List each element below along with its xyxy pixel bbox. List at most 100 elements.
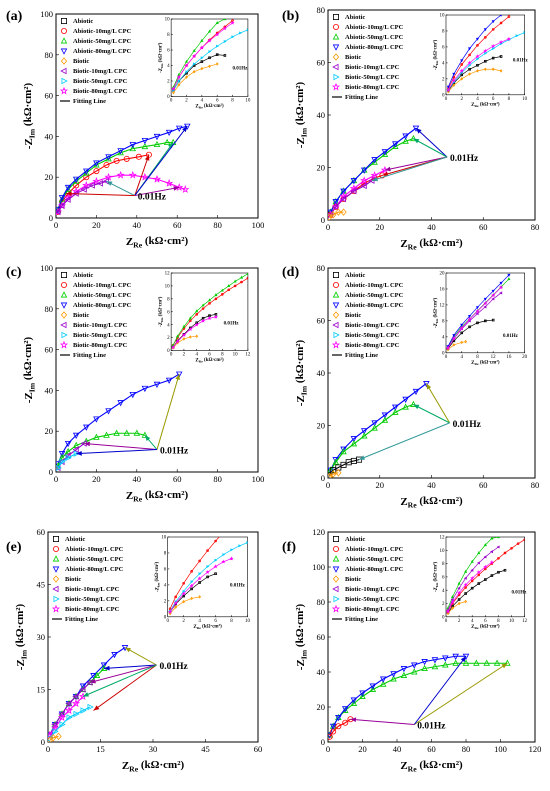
inset-data-point [491,56,495,60]
inset-data-point [185,75,188,79]
main-series-abiotic-80mg-l-cpc [328,125,420,216]
main-data-point [341,706,349,713]
legend-label: Biotic-80mg/L CPC [73,342,128,349]
inset-y-axis-title: -ZIm (kΩ·cm²) [433,561,440,592]
legend-label: Abiotic-50mg/L CPC [73,38,132,45]
inset-data-point [214,293,218,297]
inset-y-tick-label: 4 [167,323,170,328]
main-data-point [350,436,358,443]
main-data-point [462,659,470,666]
panel-label: (d) [282,265,299,280]
inset-fit-line [448,32,525,91]
frequency-arrowhead [350,717,357,723]
inset-data-point [214,558,218,562]
inset-data-point [491,20,495,24]
main-data-point [64,440,72,448]
inset-data-point [198,572,202,576]
inset-data-point [221,293,224,296]
main-data-point [66,714,73,721]
inset-data-point [175,339,180,344]
inset-x-tick-label: 12 [491,355,497,360]
main-series-biotic-10mg-l-cpc [328,177,375,219]
main-series-biotic-50mg-l-cpc [48,703,94,742]
inset-x-axis-title: ZRe (kΩ·cm²) [195,103,224,110]
inset-y-tick-label: 12 [165,272,171,277]
inset-fit-line [173,19,226,88]
legend: Abiotic Abiotic-10mg/L CPC Abiotic-50mg/L … [331,13,404,101]
inset-series-biotic-80mg-l-cpc [446,36,512,92]
main-fit-line [57,432,146,467]
legend: Abiotic Abiotic-10mg/L CPC Abiotic-50mg/L … [331,536,404,623]
inset-series-biotic-50mg-l-cpc [172,28,248,92]
inset-data-point [470,575,475,581]
inset-data-point [201,303,205,307]
inset-y-tick-label: 2 [442,77,445,82]
main-data-point [371,424,378,431]
main-data-point [175,183,184,191]
inset-data-point [192,53,197,59]
inset-data-point [503,568,507,572]
main-data-point [400,666,408,673]
inset-data-point [484,59,487,63]
inset-x-tick-label: 4 [201,99,204,104]
main-y-tick-label: 45 [37,580,46,590]
main-x-tick-label: 80 [462,744,471,754]
inset-frequency-annotation: 0.01Hz [513,58,529,63]
legend-marker [52,566,60,573]
main-data-point [165,129,173,137]
inset-x-tick-label: 6 [214,619,217,624]
main-series-biotic [328,208,347,220]
inset-frame [170,18,249,97]
main-data-point [473,659,480,666]
inset-data-point [491,43,496,48]
inset-data-point [229,556,234,561]
main-data-point [340,188,347,195]
main-x-tick-label: 60 [427,744,436,754]
inset-data-point [492,46,496,51]
inset-fit-line [447,546,499,611]
main-y-tick-label: 80 [317,597,326,607]
legend-label: Fitting Line [345,616,378,623]
inset-data-point [181,332,187,337]
main-data-point [141,137,149,145]
main-fit-line [330,383,427,471]
inset-data-point [216,44,220,48]
inset-data-point [195,334,199,339]
inset-data-point [491,67,495,71]
inset-data-point [246,28,248,32]
inset-data-point [476,69,479,73]
main-data-point [340,208,347,216]
main-data-point [462,653,470,660]
legend-marker [332,585,339,593]
inset-data-point [223,19,227,21]
inset-data-point [220,288,224,292]
main-data-point [88,182,95,189]
main-y-tick-label: 80 [317,5,326,15]
inset-data-point [177,83,181,87]
inset-frequency-annotation: 0.01Hz [512,591,528,596]
inset-data-point [230,20,235,25]
main-data-point [339,195,347,203]
inset-data-point [452,343,456,347]
inset-data-point [483,297,487,301]
main-data-point [83,168,90,175]
inset-data-point [451,336,456,341]
inset-data-point [515,34,519,38]
main-data-point [93,671,101,678]
inset-data-point [475,54,480,59]
frequency-arrowhead [66,191,72,197]
inset-y-tick-label: 8 [164,552,167,557]
inset-x-tick-label: 4 [460,355,463,360]
main-y-tick-label: 40 [317,667,326,677]
inset-frequency-annotation: 0.01Hz [503,334,519,339]
inset-fit-line [447,341,466,350]
inset-data-point [476,44,479,47]
main-data-point [65,700,72,707]
frequency-arrowhead [413,138,420,144]
main-y-tick-label: 0 [321,215,325,225]
frequency-arrowhead [460,656,466,663]
inset-data-point [468,325,471,329]
frequency-arrowhead [93,705,100,711]
main-data-point [328,213,333,220]
